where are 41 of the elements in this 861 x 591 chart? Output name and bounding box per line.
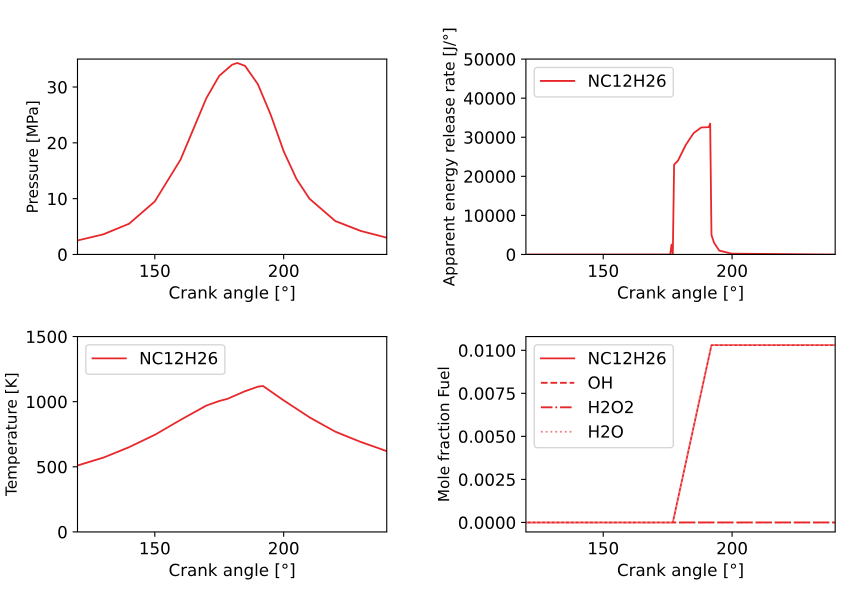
x-axis-title: Crank angle [°]: [170, 563, 294, 580]
x-tick-label: 200: [717, 542, 747, 555]
y-tick-label: 10000: [465, 209, 516, 222]
x-tick-label: 150: [140, 264, 170, 278]
legend-label: NC12H26: [140, 352, 218, 364]
y-tick-label: 20000: [464, 170, 516, 183]
legend-label: H2O: [589, 425, 623, 438]
x-axis-title: Crank angle [°]: [170, 286, 294, 302]
y-tick-label: 0.0025: [458, 473, 515, 486]
y-tick-label: 30: [48, 80, 67, 94]
y-tick-label: 0.0100: [458, 344, 516, 357]
legend-label: NC12H26: [589, 74, 666, 87]
y-axis-title: Mole fraction Fuel: [438, 368, 450, 501]
x-tick-label: 150: [140, 542, 170, 555]
x-tick-label: 150: [589, 542, 618, 555]
y-axis-title: Pressure [MPa]: [26, 102, 40, 212]
y-tick-label: 10: [48, 192, 67, 206]
x-tick-label: 200: [268, 542, 298, 555]
y-axis-title: Temperature [K]: [5, 374, 20, 496]
legend-label: NC12H26: [589, 352, 666, 364]
y-tick-label: 0.0050: [458, 430, 516, 443]
legend-label: H2O2: [589, 400, 633, 414]
legend-label: OH: [588, 376, 612, 389]
y-tick-label: 1500: [27, 330, 67, 344]
y-tick-label: 0: [58, 526, 67, 538]
y-tick-label: 30000: [464, 131, 516, 144]
x-tick-label: 200: [717, 264, 747, 278]
y-tick-label: 50000: [464, 53, 516, 66]
x-tick-label: 150: [589, 264, 618, 278]
y-tick-label: 0: [58, 248, 67, 262]
y-tick-label: 20: [48, 136, 67, 150]
y-tick-label: 500: [37, 460, 67, 474]
y-axis-title: Apparent energy release rate [J/°]: [442, 28, 458, 286]
x-axis-title: Crank angle [°]: [618, 563, 743, 580]
y-tick-label: 1000: [27, 396, 67, 408]
x-axis-title: Crank angle [°]: [618, 286, 743, 302]
x-tick-label: 200: [268, 264, 298, 278]
y-tick-label: 40000: [464, 92, 516, 105]
y-tick-label: 0: [506, 248, 516, 262]
y-tick-label: 0.0075: [458, 387, 515, 400]
y-tick-label: 0.0000: [458, 516, 516, 529]
